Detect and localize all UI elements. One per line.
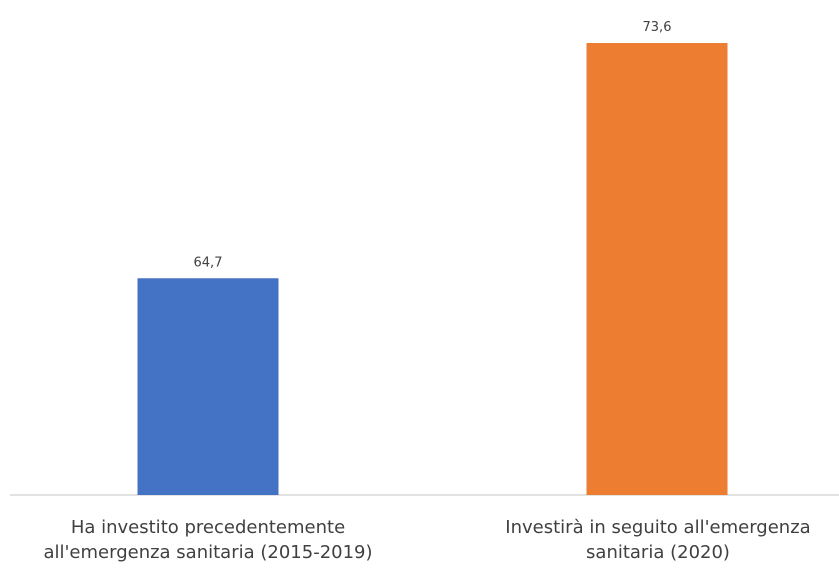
- data-label-1: 73,6: [643, 20, 672, 35]
- category-label-1: Investirà in seguito all'emergenza sanit…: [505, 517, 811, 563]
- category-label-0: Ha investito precedentemente all'emergen…: [43, 517, 373, 563]
- bar-1: [586, 43, 728, 495]
- bar-0: [137, 278, 279, 495]
- data-label-0: 64,7: [194, 255, 223, 270]
